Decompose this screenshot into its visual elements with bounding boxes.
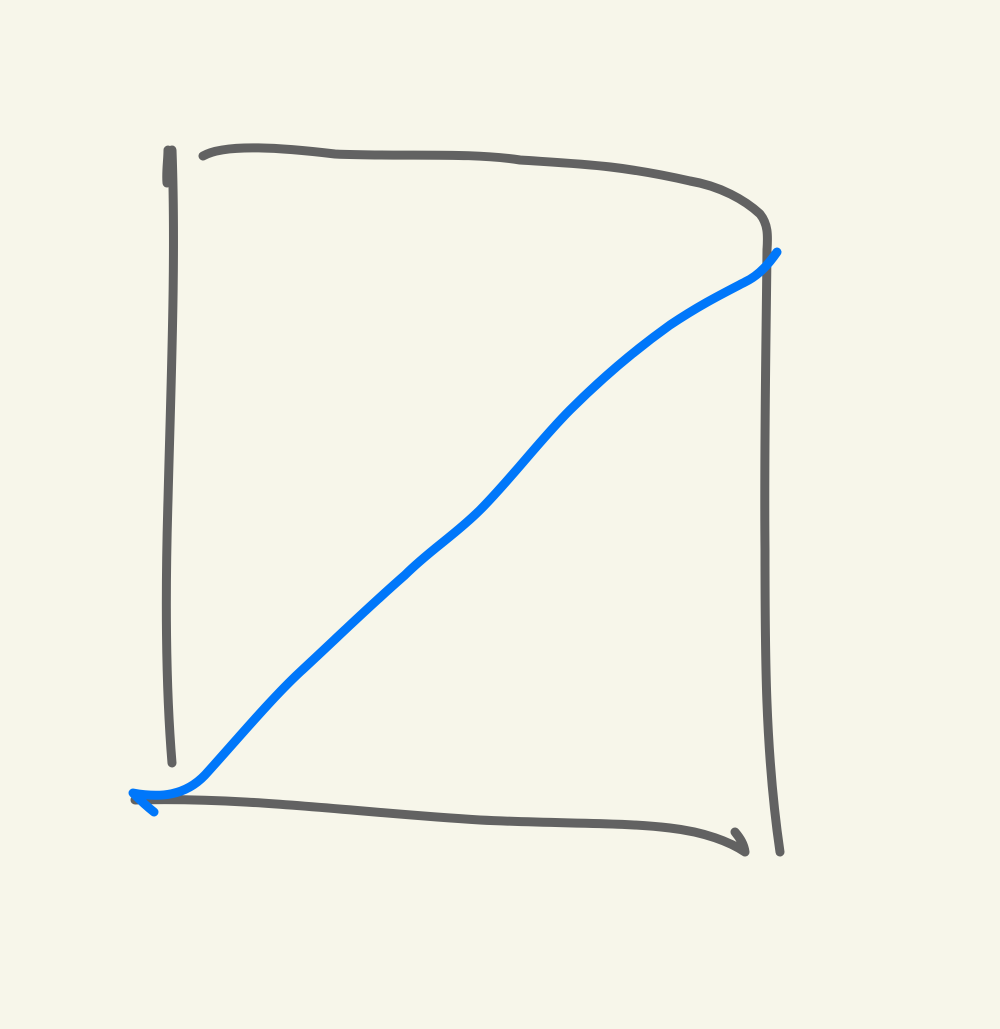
frame-right-edge	[760, 245, 785, 857]
frame-bottom-edge	[130, 795, 750, 857]
frame-top-edge	[198, 143, 772, 255]
diagonal-line	[128, 247, 782, 817]
frame-left-edge	[161, 145, 178, 768]
